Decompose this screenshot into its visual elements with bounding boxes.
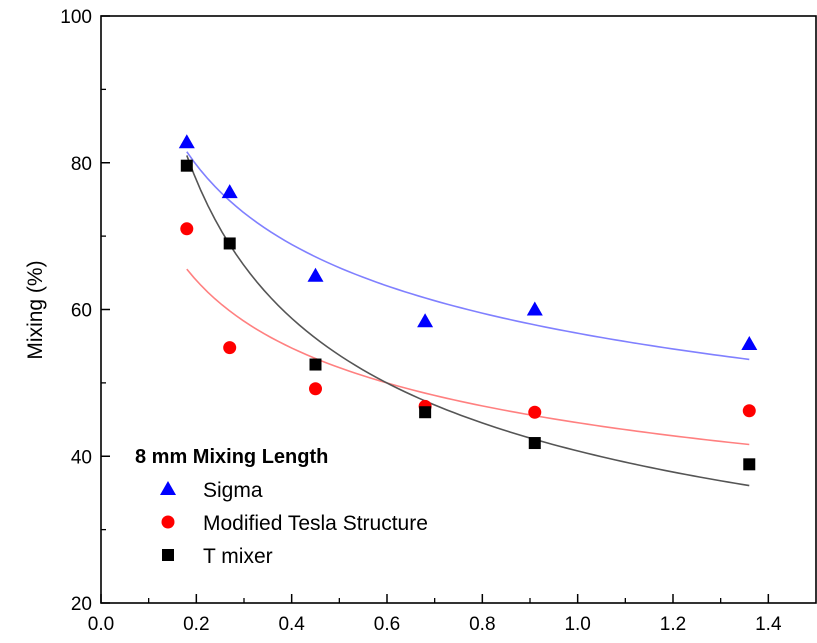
x-tick-label: 0.0 <box>88 614 114 635</box>
data-point-triangle <box>417 313 434 328</box>
data-point-circle <box>180 222 194 236</box>
data-point-triangle <box>307 267 324 282</box>
data-point-square <box>743 458 756 471</box>
fit-curve <box>186 268 750 446</box>
data-point-triangle <box>741 336 758 350</box>
legend-title: 8 mm Mixing Length <box>135 446 328 468</box>
x-tick-label: 0.4 <box>278 614 305 635</box>
y-tick-label: 100 <box>60 7 92 28</box>
x-tick-label: 0.2 <box>183 614 209 635</box>
legend-marker-triangle <box>160 481 176 495</box>
fit-curves <box>186 151 750 487</box>
legend-label: Sigma <box>203 479 263 502</box>
data-point-circle <box>742 404 756 418</box>
data-point-square <box>309 358 322 371</box>
data-point-square <box>180 159 193 172</box>
x-tick-label: 0.6 <box>374 614 400 635</box>
x-tick-label: 1.2 <box>660 614 686 635</box>
data-point-triangle <box>178 134 195 149</box>
data-point-square <box>528 437 541 450</box>
data-point-circle <box>223 341 237 355</box>
data-point-circle <box>309 382 322 396</box>
data-point-triangle <box>221 184 238 199</box>
data-point-square <box>223 237 236 250</box>
y-tick-label: 20 <box>71 594 92 615</box>
y-tick-label: 40 <box>71 447 92 468</box>
legend-marker-circle <box>161 515 175 529</box>
x-tick-label: 0.8 <box>469 614 495 635</box>
data-point-triangle <box>526 301 543 316</box>
legend-marker-square <box>162 549 174 561</box>
fit-curve <box>186 151 750 361</box>
legend-label: Modified Tesla Structure <box>203 512 428 535</box>
fit-curve <box>186 155 750 487</box>
data-point-square <box>419 406 432 419</box>
x-tick-label: 1.0 <box>564 614 590 635</box>
y-axis-title: Mixing (%) <box>24 260 47 359</box>
legend-label: T mixer <box>203 545 273 568</box>
data-point-circle <box>528 405 542 419</box>
axes: 0.0 0.2 0.4 0.6 0.8 1.0 1.2 1.4 20 40 60 80 100 <box>60 7 817 635</box>
x-tick-label: 1.4 <box>755 614 782 635</box>
data-points <box>178 134 758 471</box>
y-tick-label: 80 <box>71 154 92 175</box>
legend: 8 mm Mixing Length Sigma Modified Tesla S… <box>135 446 428 568</box>
y-tick-label: 60 <box>71 301 92 322</box>
